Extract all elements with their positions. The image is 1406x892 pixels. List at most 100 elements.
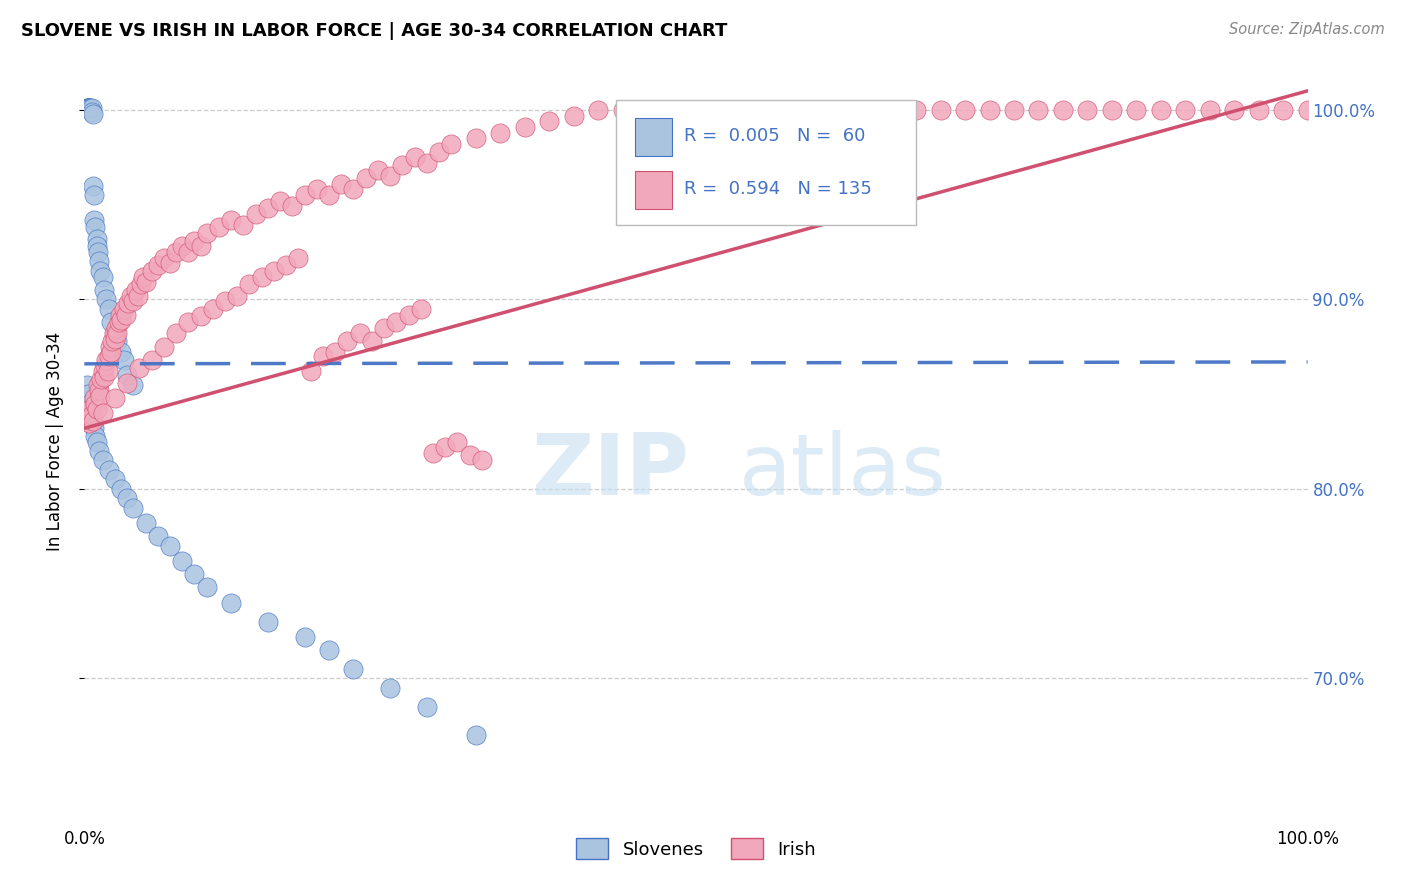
Point: [172, 554, 194, 568]
Point: [299, 364, 322, 378]
Point: [104, 391, 127, 405]
Point: [82, 178, 104, 193]
Point: [404, 150, 426, 164]
Point: [83, 391, 105, 405]
Point: [77, 101, 100, 115]
Bar: [636, 118, 672, 156]
Point: [82, 106, 104, 120]
Point: [86, 239, 108, 253]
Legend: Slovenes, Irish: Slovenes, Irish: [568, 831, 824, 866]
Point: [685, 103, 707, 117]
Point: [1247, 103, 1270, 117]
Point: [125, 283, 148, 297]
Point: [108, 308, 131, 322]
Point: [1076, 103, 1098, 117]
Point: [128, 360, 150, 375]
Point: [104, 326, 127, 341]
Point: [783, 103, 806, 117]
Point: [391, 158, 413, 172]
Point: [195, 226, 218, 240]
Point: [446, 434, 468, 449]
Point: [807, 103, 830, 117]
Point: [294, 188, 316, 202]
Point: [87, 244, 110, 259]
Point: [219, 596, 242, 610]
Point: [342, 662, 364, 676]
Point: [104, 472, 127, 486]
Point: [305, 182, 328, 196]
Point: [416, 699, 439, 714]
Point: [117, 296, 139, 310]
Point: [562, 108, 585, 122]
Point: [79, 101, 101, 115]
Point: [76, 101, 98, 115]
Point: [385, 315, 408, 329]
Point: [80, 101, 103, 115]
Point: [100, 345, 122, 359]
Point: [83, 212, 105, 227]
Point: [953, 103, 976, 117]
Point: [112, 301, 135, 316]
Point: [318, 643, 340, 657]
Point: [91, 364, 114, 378]
Point: [96, 353, 118, 368]
Point: [1028, 103, 1050, 117]
Point: [342, 182, 364, 196]
Point: [79, 101, 101, 115]
Point: [77, 101, 100, 115]
Point: [586, 103, 609, 117]
Point: [87, 444, 110, 458]
Point: [1052, 103, 1074, 117]
Point: [89, 389, 111, 403]
Point: [105, 334, 128, 348]
Point: [367, 163, 389, 178]
Point: [336, 334, 359, 348]
Point: [1296, 103, 1319, 117]
Point: [141, 264, 163, 278]
Point: [103, 326, 125, 341]
Point: [281, 200, 304, 214]
Point: [86, 434, 108, 449]
Point: [84, 429, 107, 443]
Point: [489, 126, 512, 140]
Point: [380, 681, 402, 695]
Point: [165, 244, 187, 259]
Point: [146, 258, 169, 272]
Point: [91, 406, 114, 420]
Point: [93, 283, 115, 297]
Point: [77, 387, 100, 401]
Point: [294, 630, 316, 644]
Point: [79, 406, 101, 420]
Point: [77, 409, 100, 424]
Point: [318, 188, 340, 202]
Point: [77, 396, 100, 410]
Point: [513, 120, 536, 134]
Point: [232, 219, 254, 233]
Point: [380, 169, 402, 183]
Point: [172, 239, 194, 253]
Point: [929, 103, 952, 117]
Point: [636, 103, 658, 117]
Point: [177, 315, 200, 329]
Point: [101, 334, 124, 348]
Point: [122, 294, 145, 309]
Point: [87, 254, 110, 268]
Point: [153, 251, 176, 265]
Point: [97, 364, 120, 378]
Point: [135, 275, 157, 289]
Point: [758, 103, 780, 117]
Point: [409, 301, 432, 316]
Point: [82, 414, 104, 428]
Point: [434, 440, 457, 454]
Point: [905, 103, 928, 117]
Point: [1272, 103, 1295, 117]
Point: [120, 288, 142, 302]
Point: [115, 376, 138, 390]
Point: [422, 446, 444, 460]
Point: [276, 258, 298, 272]
Bar: [636, 171, 672, 209]
Point: [195, 581, 218, 595]
Point: [76, 377, 98, 392]
Point: [105, 320, 128, 334]
Point: [661, 103, 683, 117]
